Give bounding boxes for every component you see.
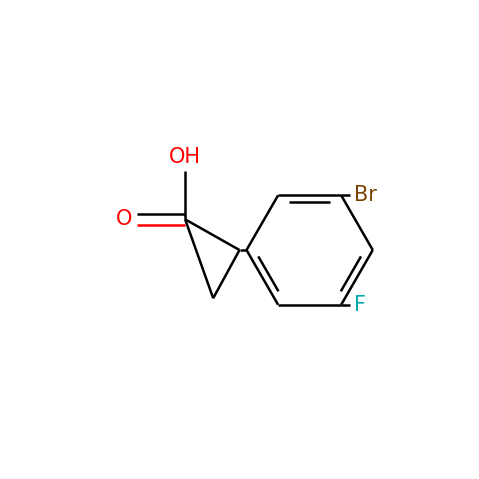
Text: O: O: [116, 209, 133, 229]
Text: OH: OH: [169, 147, 201, 167]
Text: F: F: [354, 295, 366, 315]
Text: Br: Br: [354, 185, 377, 205]
